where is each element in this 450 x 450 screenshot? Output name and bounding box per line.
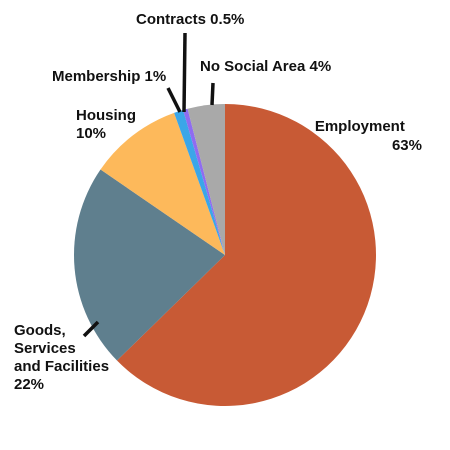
label-housing-value: 10% xyxy=(76,125,106,142)
label-membership-line: Membership 1% xyxy=(52,68,166,85)
label-employment-value: 63% xyxy=(392,137,422,154)
leader-lines xyxy=(82,32,215,338)
leader-line-contracts xyxy=(182,32,187,113)
pie-slices xyxy=(73,104,377,406)
leader-line-no-social-area xyxy=(210,82,215,106)
pie-slice-goods-services-and-facilities xyxy=(73,169,225,361)
label-no-social-line: No Social Area 4% xyxy=(200,58,331,75)
label-contracts: Contracts 0.5% xyxy=(136,11,244,28)
label-housing-line: Housing xyxy=(76,107,136,124)
label-goods-line: Goods, xyxy=(14,322,66,339)
label-goods-line: Services xyxy=(14,340,76,357)
leader-line-goods xyxy=(82,320,100,338)
label-employment-line: Employment xyxy=(315,118,405,135)
label-goods-value: 22% xyxy=(14,376,44,393)
label-goods-services-facilities: Goods, Services and Facilities 22% xyxy=(14,322,113,393)
label-contracts-line: Contracts 0.5% xyxy=(136,11,244,28)
pie-slice-employment xyxy=(116,104,377,406)
label-housing: Housing 10% xyxy=(76,107,140,142)
label-goods-line: and Facilities xyxy=(14,358,109,375)
label-membership: Membership 1% xyxy=(52,68,166,85)
leader-line-membership xyxy=(166,87,182,113)
pie-slice-housing xyxy=(100,112,225,255)
pie-slice-no-social-area xyxy=(187,104,225,255)
pie-slice-membership xyxy=(174,109,225,255)
pie-slice-contracts xyxy=(183,108,225,255)
label-no-social-area: No Social Area 4% xyxy=(200,58,331,75)
label-employment: Employment 63% xyxy=(315,118,422,154)
